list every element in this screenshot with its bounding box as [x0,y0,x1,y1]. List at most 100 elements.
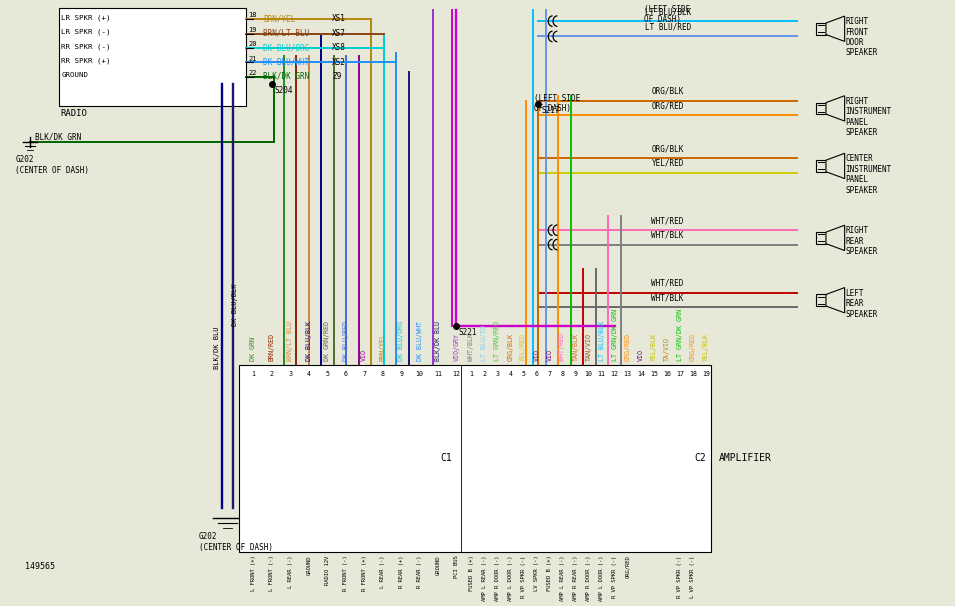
Text: BRN/RED: BRN/RED [268,333,275,361]
Text: R VP SPKR (-): R VP SPKR (-) [612,555,617,598]
Text: L FRONT (-): L FRONT (-) [269,555,274,591]
Text: 12: 12 [610,371,619,377]
Text: WHT/RED: WHT/RED [651,216,684,225]
Text: TAN/VIO: TAN/VIO [585,333,591,361]
Text: R FRONT (+): R FRONT (+) [362,555,367,591]
Text: GROUND: GROUND [435,555,440,575]
Text: AMP L REAR (-): AMP L REAR (-) [560,555,565,601]
Text: (LEFT SIDE
OF DASH): (LEFT SIDE OF DASH) [644,5,690,24]
Text: LT GRN/DK GRN: LT GRN/DK GRN [677,308,683,361]
Text: 10: 10 [584,371,592,377]
Text: DK BLU/BLK: DK BLU/BLK [232,284,238,326]
Bar [816,23,826,35]
Text: 12: 12 [453,371,460,377]
Text: LT BLU/IO: LT BLU/IO [481,325,487,361]
Polygon shape [826,96,844,121]
Text: L VP SPKR (-): L VP SPKR (-) [690,555,695,598]
Text: S221: S221 [458,328,478,337]
Text: CENTER
INSTRUMENT
PANEL
SPEAKER: CENTER INSTRUMENT PANEL SPEAKER [845,155,891,195]
Text: RADIO 12V: RADIO 12V [325,555,329,585]
Text: WHT/BLK: WHT/BLK [651,231,684,240]
Text: RIGHT
INSTRUMENT
PANEL
SPEAKER: RIGHT INSTRUMENT PANEL SPEAKER [845,97,891,137]
Text: 4: 4 [307,371,310,377]
Text: L REAR (-): L REAR (-) [380,555,385,588]
Text: GROUND: GROUND [61,72,89,78]
Text: YEL/RED: YEL/RED [651,159,684,168]
Text: G202
(CENTER OF DASH): G202 (CENTER OF DASH) [199,532,272,552]
Text: PCI BUS: PCI BUS [455,555,459,578]
Text: LT BLU/RED: LT BLU/RED [645,22,690,32]
Text: FUSED B (+): FUSED B (+) [547,555,552,591]
Text: 19: 19 [248,27,257,33]
Text: VIO: VIO [546,348,552,361]
Text: R VP SPKR (-): R VP SPKR (-) [520,555,526,598]
Text: RIGHT
REAR
SPEAKER: RIGHT REAR SPEAKER [845,227,878,256]
Text: 7: 7 [547,371,551,377]
Text: 17: 17 [676,371,684,377]
Text: S217: S217 [541,105,560,115]
Text: 8: 8 [381,371,385,377]
Text: ORG/RED: ORG/RED [625,333,630,361]
Text: 16: 16 [663,371,670,377]
Text: 2: 2 [269,371,274,377]
Text: (LEFT SIDE
OF DASH): (LEFT SIDE OF DASH) [535,94,581,113]
Text: 18: 18 [248,13,257,18]
Text: ORG/BLK: ORG/BLK [507,333,513,361]
Text: RR SPKR (+): RR SPKR (+) [61,58,111,64]
Text: DK BLU/ORG: DK BLU/ORG [263,43,309,52]
Text: DK GRN/RED: DK GRN/RED [325,321,330,361]
Text: AMP L DOOR (-): AMP L DOOR (-) [599,555,605,601]
Bar [816,295,826,306]
Text: DK BLU/WHT: DK BLU/WHT [263,58,309,67]
Text: ORG/RED: ORG/RED [690,333,696,361]
Text: DK BLU/ORG: DK BLU/ORG [398,321,404,361]
Text: AMP R DOOR (-): AMP R DOOR (-) [586,555,591,601]
Text: XS7: XS7 [332,28,346,38]
Text: C2: C2 [694,453,706,463]
Text: BLK/DK GRN: BLK/DK GRN [34,132,81,141]
Text: S204: S204 [274,86,293,95]
Text: LT GRN/DK GRN: LT GRN/DK GRN [611,308,618,361]
Text: 9: 9 [574,371,578,377]
Bar [816,232,826,244]
Text: 22: 22 [248,70,257,76]
Text: DK BLU/WHT: DK BLU/WHT [416,321,423,361]
Text: 6: 6 [344,371,348,377]
Text: BLK/DK BLU: BLK/DK BLU [214,326,220,368]
Text: 11: 11 [598,371,605,377]
Text: 5: 5 [521,371,525,377]
Text: R REAR (+): R REAR (+) [398,555,404,588]
Text: RR SPKR (-): RR SPKR (-) [61,43,111,50]
Text: VIO/GRY: VIO/GRY [454,333,459,361]
Text: 149565: 149565 [25,562,55,571]
Text: 8: 8 [561,371,564,377]
Text: XS8: XS8 [332,43,346,52]
Text: ORG/RED: ORG/RED [626,555,630,578]
Text: 15: 15 [649,371,658,377]
Text: DK BLU/BLK: DK BLU/BLK [306,321,311,361]
Text: C1: C1 [440,453,452,463]
Bar [239,364,711,551]
Text: 2: 2 [482,371,486,377]
Text: ORG/BLK: ORG/BLK [651,87,684,96]
Polygon shape [826,16,844,41]
Text: L FRONT (+): L FRONT (+) [251,555,256,591]
Text: BRN/YEL: BRN/YEL [380,333,386,361]
Text: R REAR (-): R REAR (-) [417,555,422,588]
Text: 4: 4 [508,371,512,377]
Text: AMPLIFIER: AMPLIFIER [718,453,772,463]
Text: BRN/LT BLU: BRN/LT BLU [287,321,293,361]
Text: AMP R DOOR (-): AMP R DOOR (-) [495,555,499,601]
Text: LT BLU/BLK: LT BLU/BLK [599,321,605,361]
Text: WHT/RED: WHT/RED [560,333,565,361]
Bar [816,160,826,171]
Text: 1: 1 [469,371,473,377]
Text: WHT/RED: WHT/RED [651,279,684,288]
Text: AMP L REAR (-): AMP L REAR (-) [481,555,487,601]
Text: GROUND: GROUND [307,555,311,575]
Bar [58,8,245,105]
Text: R VP SPKR (-): R VP SPKR (-) [677,555,683,598]
Text: 5: 5 [326,371,329,377]
Text: FUSED B (+): FUSED B (+) [469,555,474,591]
Text: LR SPKR (-): LR SPKR (-) [61,28,111,35]
